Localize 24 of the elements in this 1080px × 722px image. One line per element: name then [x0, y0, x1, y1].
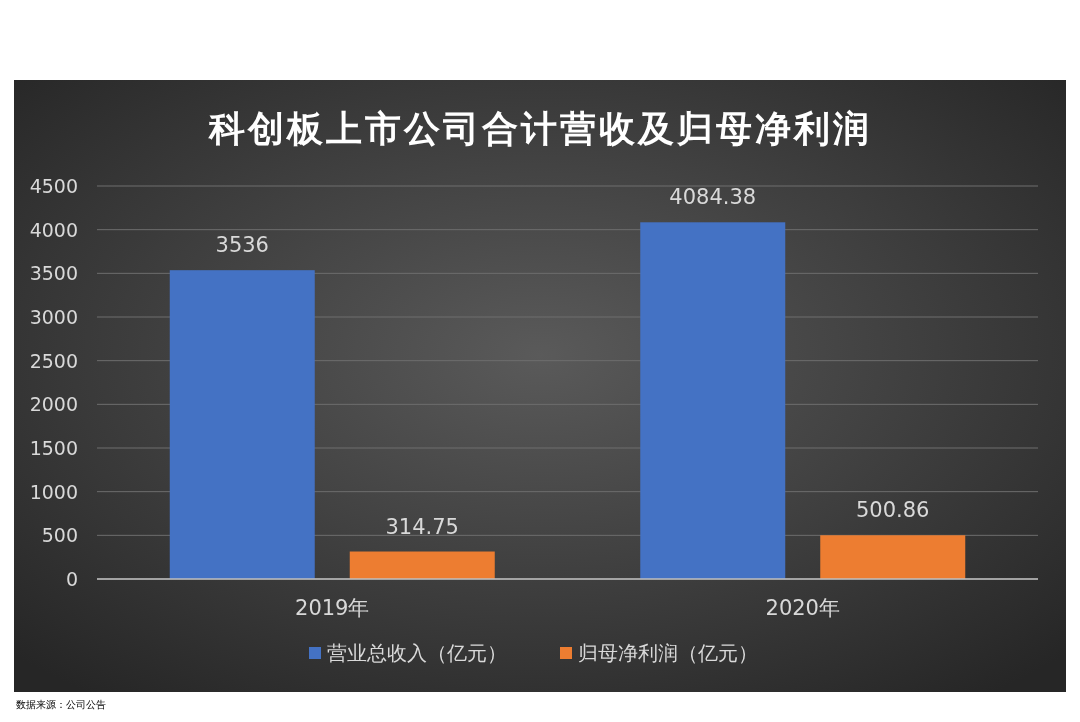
x-tick-label: 2020年 — [765, 596, 840, 620]
y-tick-label: 1000 — [29, 480, 78, 503]
y-tick-label: 2000 — [29, 393, 78, 416]
legend-label: 归母净利润（亿元） — [578, 641, 758, 665]
data-label: 500.86 — [856, 498, 930, 523]
y-tick-label: 3000 — [29, 306, 78, 328]
bar — [640, 222, 786, 579]
chart-title: 科创板上市公司合计营收及归母净利润 — [207, 108, 872, 149]
y-tick-label: 2500 — [29, 349, 78, 372]
legend-label: 营业总收入（亿元） — [327, 641, 507, 665]
y-tick-label: 3500 — [29, 262, 78, 285]
bar — [820, 535, 966, 579]
data-label: 314.75 — [385, 514, 459, 539]
data-label: 4084.38 — [669, 185, 757, 210]
y-tick-label: 1500 — [29, 437, 78, 459]
y-tick-label: 4000 — [29, 218, 78, 241]
y-tick-label: 500 — [41, 524, 78, 547]
y-tick-label: 0 — [65, 568, 78, 590]
bar — [349, 551, 495, 579]
source-note: 数据来源：公司公告 — [16, 699, 106, 710]
bar — [169, 270, 315, 579]
x-tick-label: 2019年 — [295, 596, 370, 620]
data-label: 3536 — [215, 233, 269, 258]
y-tick-label: 4500 — [29, 175, 78, 197]
